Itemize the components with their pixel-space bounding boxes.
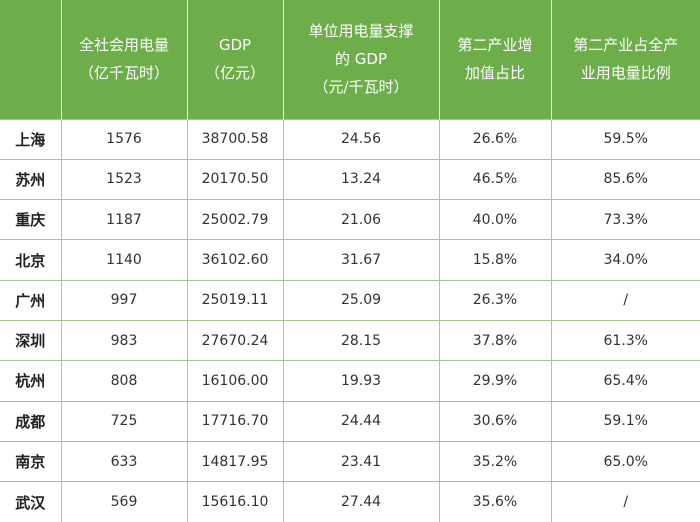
city-name: 南京 [0,440,62,483]
table-row: 北京 1140 36102.60 31.67 15.8% 34.0% [0,239,700,281]
gdp-cell: 38700.58 [186,118,284,160]
city-name: 北京 [0,239,62,281]
secondary-electricity-cell: 59.5% [550,118,700,160]
header-line: 第二产业增 [457,36,533,55]
city-name: 杭州 [0,360,62,402]
gdp-cell: 25019.11 [186,279,284,321]
gdp-cell: 17716.70 [186,400,284,442]
city-name: 上海 [0,118,62,160]
header-line: 全社会用电量 [78,36,169,55]
table-header: 全社会用电量 （亿千瓦时） GDP （亿元） 单位用电量支撑 的 GDP （元/… [0,0,700,119]
header-line: 单位用电量支撑 [308,22,414,41]
gdp-per-kwh-cell: 28.15 [282,319,440,362]
secondary-share-cell: 35.6% [438,481,552,522]
table-row: 深圳 983 27670.24 28.15 37.8% 61.3% [0,319,700,362]
table-body: 上海 1576 38700.58 24.56 26.6% 59.5% 苏州 15… [0,118,700,522]
city-name: 成都 [0,400,62,442]
secondary-share-cell: 46.5% [438,158,552,201]
gdp-cell: 25002.79 [186,199,284,241]
gdp-cell: 27670.24 [186,319,284,362]
secondary-share-cell: 30.6% [438,400,552,442]
city-name: 广州 [0,279,62,321]
city-name: 武汉 [0,481,62,522]
secondary-electricity-cell: 85.6% [550,158,700,201]
secondary-share-cell: 35.2% [438,440,552,483]
city-name: 重庆 [0,199,62,241]
secondary-electricity-cell: 65.0% [550,440,700,483]
secondary-electricity-cell: 59.1% [550,400,700,442]
secondary-electricity-cell: / [550,279,700,321]
header-city [0,0,62,119]
header-gdp-per-kwh: 单位用电量支撑 的 GDP （元/千瓦时） [283,0,440,119]
table-row: 广州 997 25019.11 25.09 26.3% / [0,279,700,321]
electricity-cell: 725 [60,400,188,442]
secondary-share-cell: 40.0% [438,199,552,241]
gdp-per-kwh-cell: 27.44 [282,481,440,522]
header-line: 加值占比 [464,64,525,83]
secondary-share-cell: 29.9% [438,360,552,402]
header-line: 第二产业占全产 [573,36,679,55]
table-row: 武汉 569 15616.10 27.44 35.6% / [0,481,700,522]
secondary-electricity-cell: 73.3% [550,199,700,241]
electricity-cell: 997 [60,279,188,321]
table-row: 苏州 1523 20170.50 13.24 46.5% 85.6% [0,158,700,201]
gdp-cell: 20170.50 [186,158,284,201]
gdp-per-kwh-cell: 31.67 [282,239,440,281]
header-electricity-consumption: 全社会用电量 （亿千瓦时） [61,0,188,119]
electricity-cell: 1140 [60,239,188,281]
secondary-electricity-cell: 65.4% [550,360,700,402]
secondary-electricity-cell: 34.0% [550,239,700,281]
secondary-share-cell: 15.8% [438,239,552,281]
city-name: 深圳 [0,319,62,362]
header-gdp: GDP （亿元） [187,0,284,119]
gdp-per-kwh-cell: 23.41 [282,440,440,483]
gdp-cell: 36102.60 [186,239,284,281]
header-row: 全社会用电量 （亿千瓦时） GDP （亿元） 单位用电量支撑 的 GDP （元/… [0,0,700,119]
gdp-per-kwh-cell: 19.93 [282,360,440,402]
electricity-cell: 1187 [60,199,188,241]
header-line: 业用电量比例 [580,64,671,83]
table-row: 杭州 808 16106.00 19.93 29.9% 65.4% [0,360,700,402]
gdp-per-kwh-cell: 24.56 [282,118,440,160]
header-line: （亿元） [204,64,265,83]
table-row: 南京 633 14817.95 23.41 35.2% 65.0% [0,440,700,483]
secondary-electricity-cell: 61.3% [550,319,700,362]
secondary-share-cell: 26.6% [438,118,552,160]
gdp-per-kwh-cell: 21.06 [282,199,440,241]
secondary-share-cell: 37.8% [438,319,552,362]
secondary-share-cell: 26.3% [438,279,552,321]
table-row: 成都 725 17716.70 24.44 30.6% 59.1% [0,400,700,442]
header-secondary-industry-share: 第二产业增 加值占比 [439,0,552,119]
gdp-per-kwh-cell: 24.44 [282,400,440,442]
table-row: 上海 1576 38700.58 24.56 26.6% 59.5% [0,118,700,160]
gdp-cell: 15616.10 [186,481,284,522]
electricity-cell: 1576 [60,118,188,160]
electricity-cell: 808 [60,360,188,402]
gdp-cell: 16106.00 [186,360,284,402]
electricity-cell: 569 [60,481,188,522]
electricity-cell: 633 [60,440,188,483]
gdp-per-kwh-cell: 25.09 [282,279,440,321]
header-line: 的 GDP [335,50,387,69]
table-row: 重庆 1187 25002.79 21.06 40.0% 73.3% [0,199,700,241]
city-name: 苏州 [0,158,62,201]
secondary-electricity-cell: / [550,481,700,522]
gdp-per-kwh-cell: 13.24 [282,158,440,201]
header-line: GDP [218,36,252,55]
electricity-cell: 983 [60,319,188,362]
header-secondary-industry-electricity-share: 第二产业占全产 业用电量比例 [551,0,700,119]
header-line: （亿千瓦时） [78,64,169,83]
gdp-cell: 14817.95 [186,440,284,483]
electricity-cell: 1523 [60,158,188,201]
header-line: （元/千瓦时） [313,78,409,97]
